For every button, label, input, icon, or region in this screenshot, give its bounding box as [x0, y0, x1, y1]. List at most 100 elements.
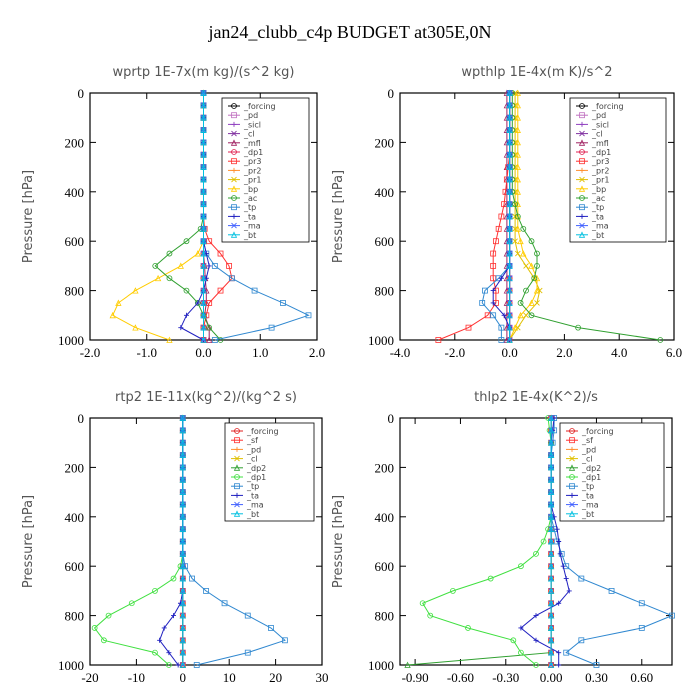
data-point — [152, 262, 159, 269]
data-point — [177, 262, 184, 269]
data-point — [115, 299, 122, 306]
data-point — [200, 262, 207, 269]
x-tick-label: 2.0 — [556, 345, 572, 360]
y-tick-label: 600 — [65, 234, 85, 249]
data-point — [657, 337, 664, 343]
data-point — [200, 114, 207, 121]
data-point — [200, 176, 207, 183]
data-point — [533, 637, 539, 643]
data-point — [506, 287, 513, 294]
data-point — [490, 250, 497, 257]
data-point — [105, 612, 112, 619]
data-point — [512, 226, 518, 232]
data-point — [165, 662, 172, 668]
legend-entry: _bp — [243, 185, 258, 194]
data-point — [514, 213, 521, 220]
legend-entry: _cl — [591, 130, 603, 139]
data-point — [465, 324, 472, 331]
x-tick-label: -20 — [81, 670, 98, 685]
legend-marker — [569, 455, 575, 462]
data-point — [523, 312, 529, 319]
data-point — [404, 661, 411, 668]
legend-entry: _dp2 — [581, 464, 601, 473]
legend-entry: _ta — [243, 212, 256, 221]
legend-entry: _cl — [581, 455, 593, 464]
data-point — [557, 551, 563, 557]
legend-entry: _ma — [591, 222, 609, 231]
data-point — [221, 600, 228, 607]
legend-marker — [578, 139, 586, 146]
legend-marker — [579, 213, 585, 219]
data-point — [179, 612, 186, 619]
data-point — [492, 238, 499, 245]
x-tick-label: 0.0 — [195, 345, 211, 360]
data-point — [206, 336, 213, 343]
data-point — [183, 238, 190, 245]
data-point — [520, 250, 527, 257]
data-point — [517, 237, 524, 245]
legend-entry: _sf — [581, 436, 593, 445]
data-point — [157, 637, 163, 643]
panel-2-title: wpthlp 1E-4x(m K)/s^2 — [461, 65, 612, 80]
data-point — [479, 300, 486, 306]
legend-marker — [231, 149, 237, 155]
data-point — [528, 312, 535, 319]
data-point — [179, 451, 186, 458]
data-point — [547, 451, 555, 458]
data-point — [419, 600, 426, 607]
data-point — [506, 163, 513, 170]
data-point — [531, 275, 538, 282]
legend-entry: _tp — [243, 203, 256, 212]
data-point — [506, 225, 513, 232]
legend-marker — [231, 158, 237, 165]
y-tick-label: 600 — [375, 559, 395, 574]
data-point — [495, 225, 502, 232]
data-point — [487, 575, 494, 582]
legend-entry: _ta — [581, 491, 594, 500]
data-point — [91, 625, 98, 631]
legend-entry: _forcing — [243, 102, 276, 111]
data-point — [206, 324, 213, 331]
legend-entry: _cl — [243, 130, 255, 139]
x-tick-label: 0.0 — [501, 345, 517, 360]
data-point — [109, 311, 116, 319]
data-point — [482, 287, 488, 294]
x-tick-label: -2.0 — [80, 345, 101, 360]
data-point — [498, 275, 504, 281]
data-point — [506, 176, 513, 183]
data-point — [484, 312, 491, 319]
legend-marker — [569, 492, 575, 498]
data-point — [498, 324, 505, 331]
data-point — [132, 324, 139, 331]
legend-marker — [234, 455, 240, 462]
data-point — [280, 300, 286, 306]
data-point — [512, 201, 518, 208]
data-point — [556, 650, 562, 656]
legend-marker — [568, 464, 576, 471]
panel-4-ylabel: Pressure [hPa] — [331, 495, 346, 588]
x-tick-label: 20 — [269, 670, 282, 685]
data-point — [179, 649, 186, 656]
x-tick-label: 10 — [223, 670, 236, 685]
data-point — [490, 312, 497, 319]
data-point — [200, 89, 207, 96]
x-tick-label: 0 — [180, 670, 187, 685]
legend-entry: _pd — [591, 111, 606, 120]
data-point — [547, 488, 555, 495]
legend-marker — [569, 474, 575, 480]
data-point — [179, 513, 186, 520]
data-point — [514, 101, 521, 109]
legend-marker — [231, 112, 237, 119]
x-tick-label: 6.0 — [666, 345, 682, 360]
data-point — [268, 625, 274, 631]
data-point — [281, 637, 288, 644]
legend-marker — [579, 195, 585, 201]
legend-marker — [233, 510, 241, 517]
legend-entry: _pr2 — [591, 166, 609, 175]
legend-entry: _mfl — [243, 139, 261, 148]
data-point — [517, 649, 524, 656]
y-tick-label: 1000 — [368, 658, 394, 673]
y-tick-label: 800 — [375, 609, 395, 624]
legend-marker — [234, 501, 240, 508]
